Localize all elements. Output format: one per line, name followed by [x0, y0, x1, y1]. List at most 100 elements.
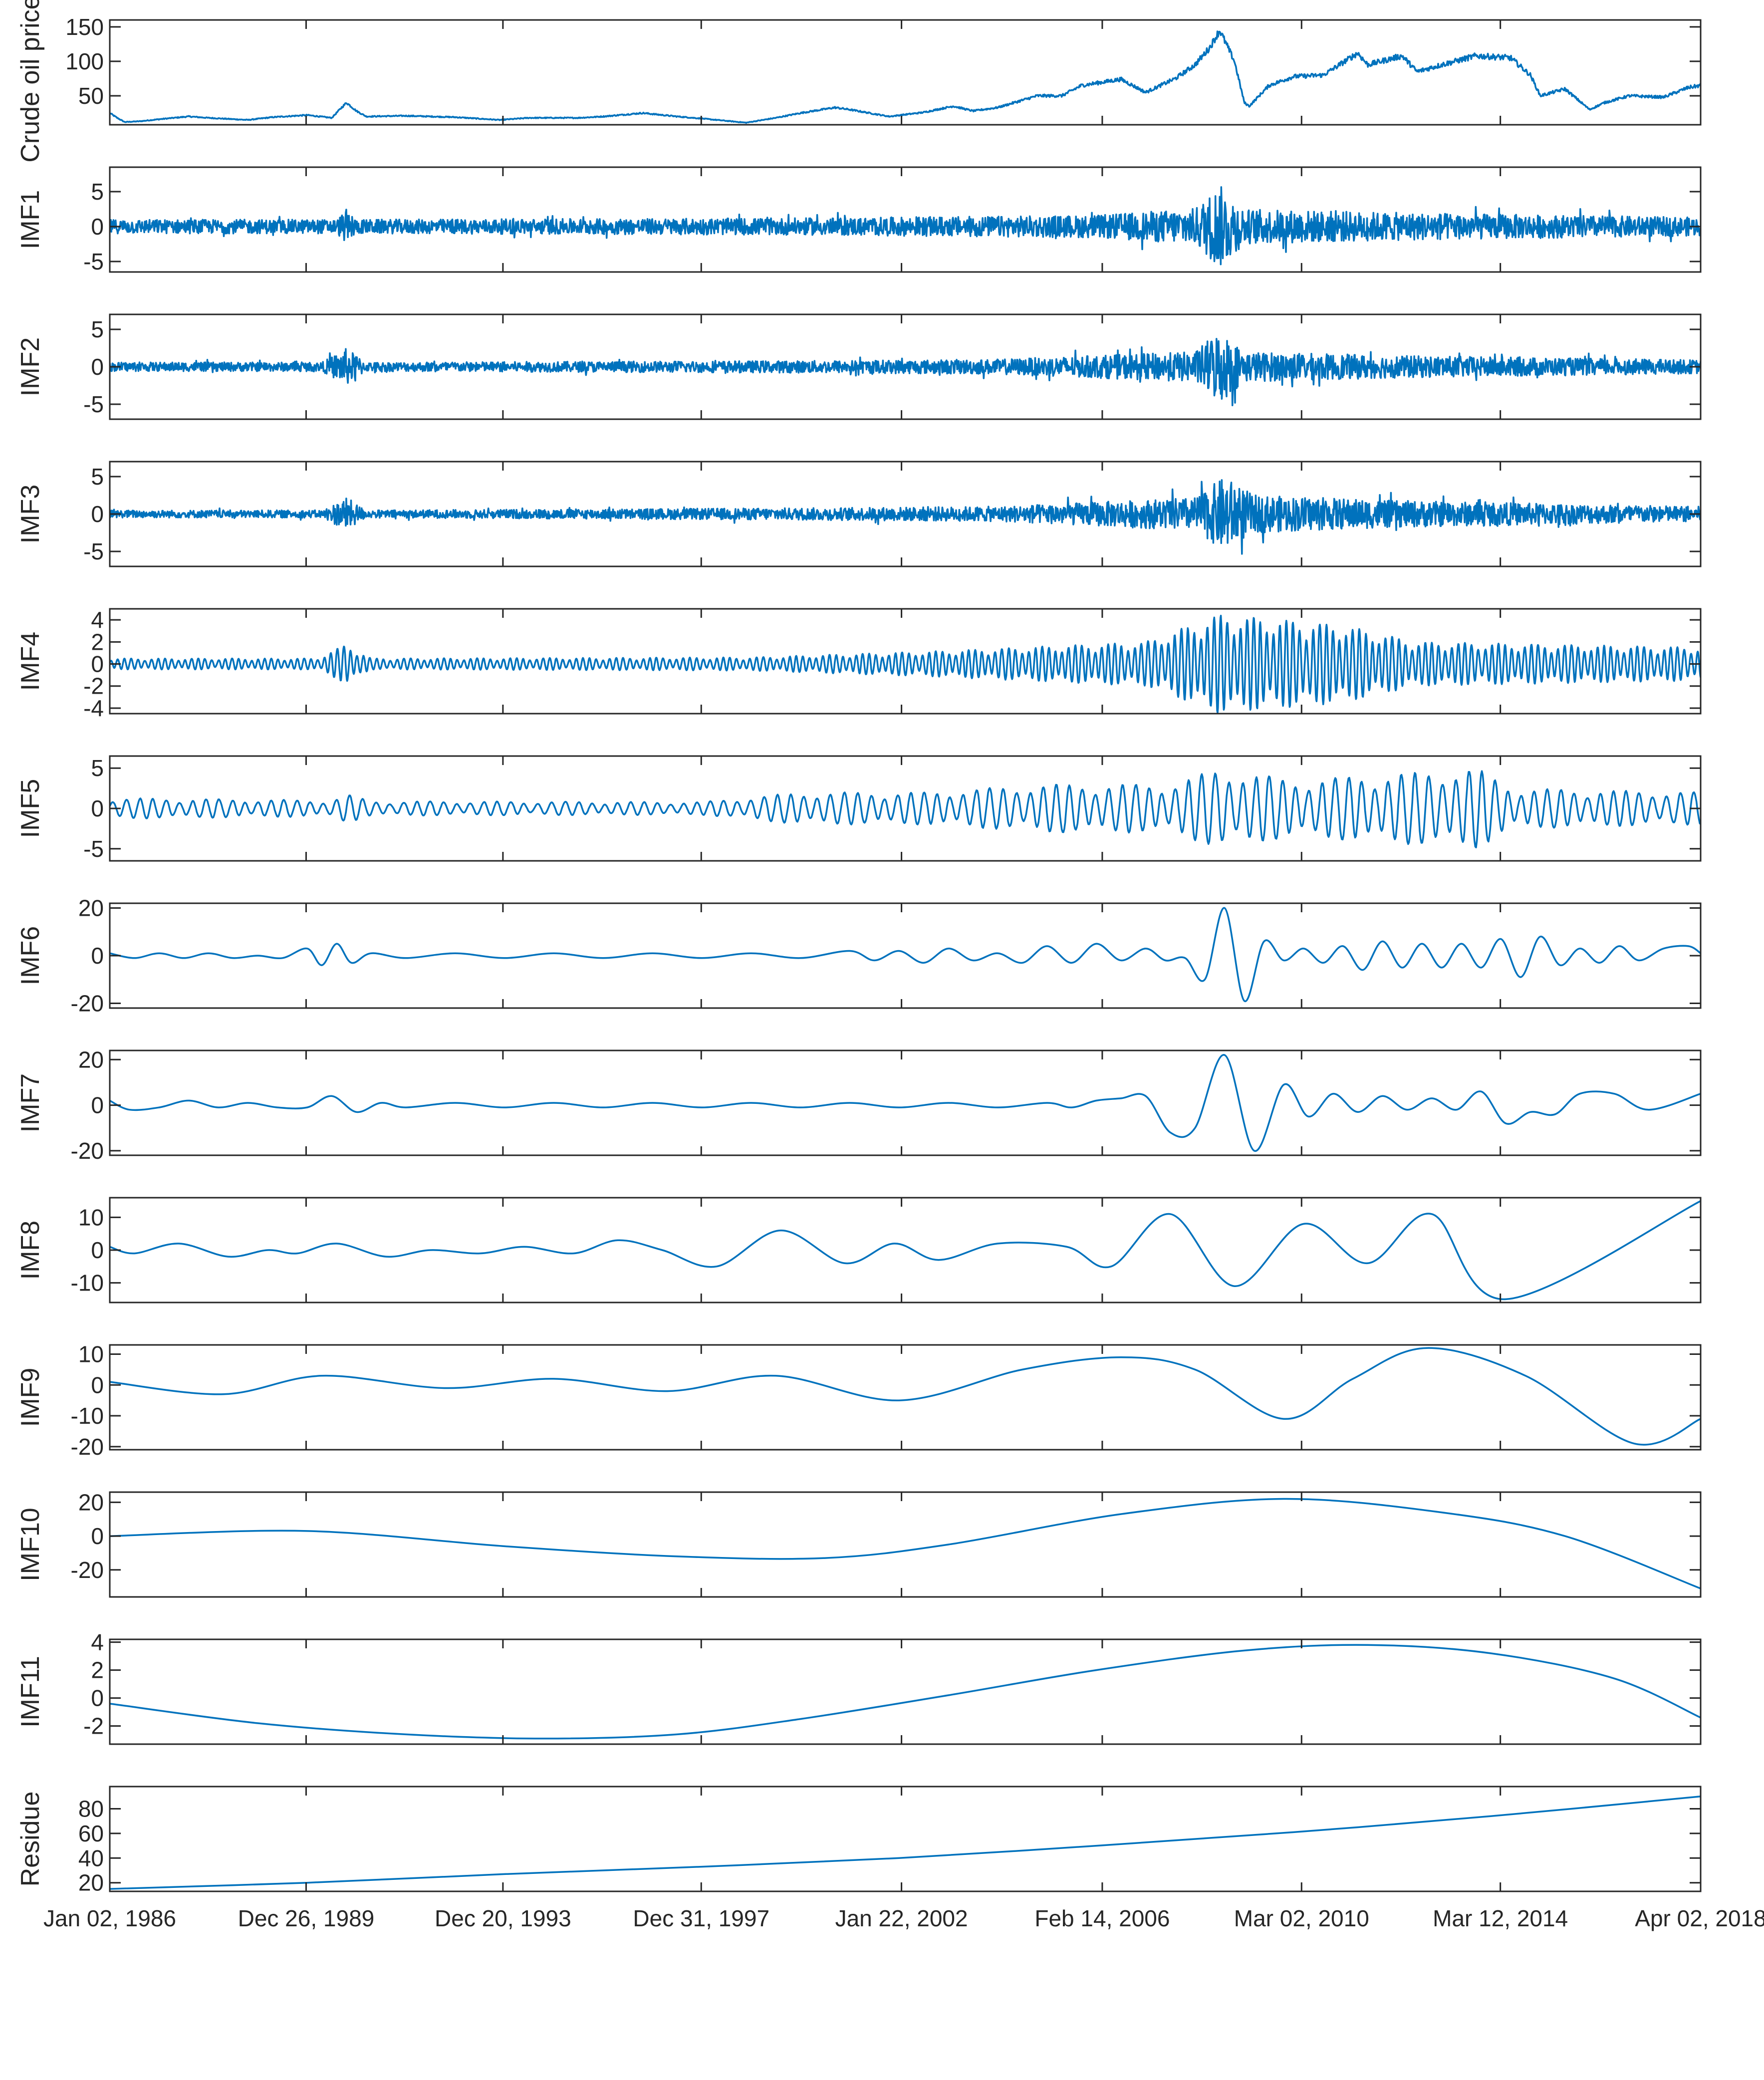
y-axis-label: IMF8 [16, 1221, 45, 1280]
y-tick-label: 50 [78, 83, 104, 109]
panel-imf6: -20 0 20 IMF6 [16, 895, 1702, 1016]
y-tick-label: -5 [83, 538, 104, 564]
x-tick-label: Mar 02, 2010 [1234, 1905, 1369, 1931]
series-line [110, 186, 1701, 265]
y-tick-label: -20 [71, 1557, 104, 1583]
y-axis-label: IMF6 [16, 926, 45, 985]
y-axis-label: IMF11 [16, 1656, 45, 1728]
axes-box [109, 608, 1702, 715]
panel-imf9: -20 -10 0 10 IMF9 [16, 1341, 1702, 1460]
y-tick-label: 20 [78, 1489, 104, 1515]
y-tick-label: -20 [71, 1434, 104, 1460]
axes-box [109, 1049, 1702, 1156]
y-axis-label: IMF1 [16, 190, 45, 249]
series-line [110, 1347, 1701, 1446]
y-axis-label: IMF4 [16, 632, 45, 691]
y-tick-label: 10 [78, 1204, 104, 1230]
axes-box [109, 902, 1702, 1009]
y-tick-label: 4 [91, 607, 104, 633]
y-tick-label: -2 [83, 673, 104, 699]
axes-box [109, 755, 1702, 862]
axes-box [109, 166, 1702, 273]
series-line [110, 1054, 1701, 1152]
y-tick-label: 0 [91, 501, 104, 527]
y-tick-label: 0 [91, 1523, 104, 1549]
y-tick-label: 0 [91, 1685, 104, 1711]
y-axis-label: IMF5 [16, 779, 45, 838]
x-tick-label: Dec 20, 1993 [435, 1905, 571, 1931]
panel-imf2: -5 0 5 IMF2 [16, 313, 1702, 420]
axes-box [109, 1344, 1702, 1451]
y-tick-label: 0 [91, 943, 104, 969]
series-line [110, 1644, 1701, 1740]
x-tick-label: Jan 22, 2002 [835, 1905, 968, 1931]
x-tick-label: Mar 12, 2014 [1433, 1905, 1568, 1931]
y-tick-label: -4 [83, 695, 104, 721]
series-line [110, 1200, 1701, 1300]
y-tick-label: 20 [78, 895, 104, 921]
y-tick-label: 0 [91, 1372, 104, 1398]
panel-imf1: -5 0 5 IMF1 [16, 166, 1702, 274]
y-tick-label: 5 [91, 179, 104, 205]
y-axis-label: Crude oil prices [16, 0, 45, 163]
axes-box [109, 1197, 1702, 1303]
y-tick-label: 20 [78, 1046, 104, 1072]
y-tick-label: 2 [91, 629, 104, 655]
series-line [110, 338, 1701, 407]
y-tick-label: 10 [78, 1341, 104, 1367]
y-axis-label: IMF7 [16, 1073, 45, 1132]
y-tick-label: 20 [78, 1870, 104, 1896]
y-tick-label: -5 [83, 391, 104, 417]
y-tick-label: 80 [78, 1796, 104, 1821]
y-tick-label: 4 [91, 1629, 104, 1655]
panel-imf5: -5 0 5 IMF5 [16, 755, 1702, 862]
y-axis-label: IMF3 [16, 485, 45, 543]
series-line [110, 1796, 1701, 1890]
y-tick-label: -5 [83, 836, 104, 862]
y-tick-label: 2 [91, 1657, 104, 1683]
y-tick-label: -10 [71, 1403, 104, 1429]
y-axis-label: IMF10 [16, 1508, 45, 1581]
axes-box [109, 1786, 1702, 1892]
y-tick-label: 150 [65, 14, 104, 40]
y-tick-label: 0 [91, 214, 104, 240]
y-tick-label: 5 [91, 755, 104, 781]
series-line [110, 1498, 1701, 1589]
y-tick-label: -10 [71, 1270, 104, 1296]
x-tick-label: Dec 31, 1997 [633, 1905, 769, 1931]
axes-box [109, 1638, 1702, 1745]
y-tick-label: 60 [78, 1820, 104, 1846]
panel-imf3: -5 0 5 IMF3 [16, 461, 1702, 567]
y-tick-label: 100 [65, 48, 104, 74]
axes-box [109, 19, 1702, 126]
y-tick-label: -2 [83, 1713, 104, 1739]
panel-imf8: -10 0 10 IMF8 [16, 1197, 1702, 1303]
x-tick-label: Apr 02, 2018 [1635, 1905, 1764, 1931]
x-tick-label: Dec 26, 1989 [238, 1905, 375, 1931]
y-tick-label: 0 [91, 354, 104, 380]
x-tick-label: Feb 14, 2006 [1034, 1905, 1170, 1931]
y-tick-label: -20 [71, 1138, 104, 1164]
series-line [110, 770, 1701, 848]
axes-box [109, 1491, 1702, 1598]
y-axis-label: Residue [16, 1792, 45, 1887]
y-tick-label: 5 [91, 464, 104, 490]
series-line [110, 479, 1701, 555]
y-axis-label: IMF9 [16, 1368, 45, 1427]
x-tick-label: Jan 02, 1986 [43, 1905, 176, 1931]
y-tick-label: 0 [91, 1237, 104, 1263]
series-line [110, 907, 1701, 1002]
series-line [110, 614, 1701, 714]
panel-imf10: -20 0 20 IMF10 [16, 1489, 1702, 1598]
y-tick-label: 0 [91, 651, 104, 677]
y-tick-label: 5 [91, 316, 104, 342]
y-axis-label: IMF2 [16, 337, 45, 396]
y-tick-label: 40 [78, 1845, 104, 1871]
series-line [110, 30, 1701, 124]
y-tick-label: -5 [83, 249, 104, 274]
panel-crude-oil-prices: 50 100 150 Crude oil prices [16, 0, 1702, 163]
